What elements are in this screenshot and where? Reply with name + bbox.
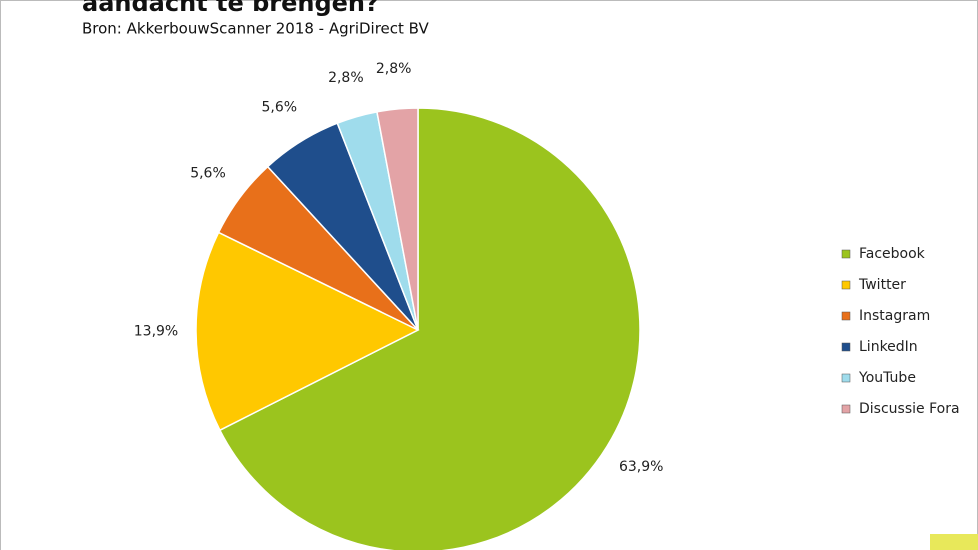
data-label: 63,9%: [619, 459, 663, 475]
pie-slice: [376, 107, 419, 331]
data-label: 2,8%: [376, 61, 412, 77]
legend-marker: [841, 280, 851, 290]
chart-title: aandacht te brengen?: [82, 0, 379, 17]
data-label: 2,8%: [328, 70, 364, 86]
legend-label: LinkedIn: [859, 339, 918, 355]
legend-marker: [841, 373, 851, 383]
data-label: 13,9%: [134, 324, 178, 340]
data-label: 5,6%: [190, 165, 226, 181]
legend-label: Twitter: [858, 277, 906, 293]
legend-label: Facebook: [859, 246, 926, 262]
pie-slice: [218, 107, 641, 550]
logo: [930, 534, 978, 550]
legend-label: YouTube: [858, 370, 916, 386]
legend-marker: [841, 342, 851, 352]
chart-subtitle: Bron: AkkerbouwScanner 2018 - AgriDirect…: [82, 20, 429, 38]
legend-marker: [841, 311, 851, 321]
data-label: 5,6%: [262, 100, 298, 116]
pie-slice: [195, 231, 420, 432]
legend-label: Instagram: [859, 308, 930, 324]
legend-label: Discussie Fora: [859, 401, 960, 417]
legend-marker: [841, 249, 851, 259]
legend-marker: [841, 404, 851, 414]
